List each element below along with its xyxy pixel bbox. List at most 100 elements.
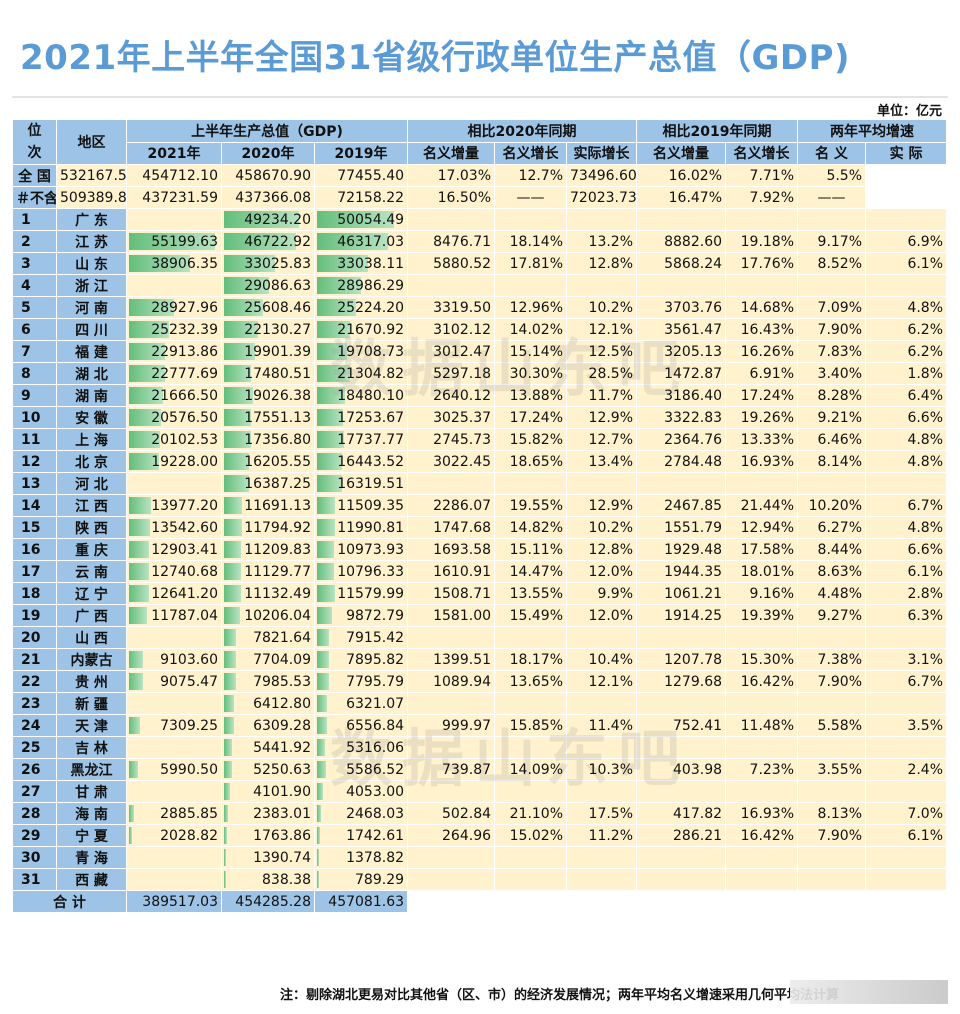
avg-real-value: 6.2%: [907, 321, 944, 338]
nominal-increase-2020-value: 77455.40: [337, 167, 405, 184]
gdp-2020-value: 454712.10: [142, 167, 218, 184]
gdp-2020-value: 29086.63: [244, 277, 311, 294]
nominal-growth-2020-value: 17.81%: [509, 255, 564, 272]
data-bar: [317, 453, 343, 470]
data-bar: [129, 761, 139, 778]
avg-real-value: 6.1%: [907, 827, 944, 844]
real-growth-2020-cell: 12.8%: [566, 252, 638, 275]
avg-real-cell: 6.1%: [865, 824, 948, 847]
gdp-2019-cell: 10973.93: [313, 538, 409, 561]
nominal-growth-2019-cell: [725, 780, 799, 803]
nominal-increase-2019-cell: 5868.24: [636, 252, 727, 275]
avg-real-cell: [865, 780, 948, 803]
gdp-2021-value: 532167.50: [60, 167, 127, 184]
nominal-growth-2019-cell: [725, 846, 799, 869]
gdp-2019-cell: 11579.99: [313, 582, 409, 605]
real-growth-2020-cell: 12.0%: [566, 604, 638, 627]
gdp-2020-value: 19901.39: [244, 343, 311, 360]
gdp-2021-cell: 13542.60: [126, 516, 222, 539]
gdp-2021-cell: 11787.04: [126, 604, 222, 627]
table-row: 16 重 庆 12903.41 11209.83 10973.93 1693.58 15.1…: [12, 538, 948, 561]
nominal-growth-2019-cell: [725, 736, 799, 759]
avg-real-value: 6.9%: [907, 233, 944, 250]
total-label-cell: 合 计: [12, 890, 127, 913]
data-bar: [317, 849, 320, 866]
gdp-2021-value: 22777.69: [151, 365, 218, 382]
gdp-2021-cell: 2885.85: [126, 802, 222, 825]
nominal-increase-2019-cell: 2467.85: [636, 494, 727, 517]
nominal-growth-2020-cell: [494, 868, 568, 891]
region-cell: 贵 州: [56, 670, 127, 693]
gdp-2021-cell: [126, 692, 222, 715]
nominal-increase-2019-cell: 1279.68: [636, 670, 727, 693]
gdp-2021-value: 20576.50: [151, 409, 218, 426]
region-cell: 青 海: [56, 846, 127, 869]
data-bar: [317, 563, 334, 580]
rank-cell: 19: [12, 604, 57, 627]
nominal-growth-2019-cell: 21.44%: [725, 494, 799, 517]
nominal-growth-2020-cell: 12.96%: [494, 296, 568, 319]
region-value: 广 西: [75, 608, 108, 625]
nominal-growth-2019-cell: 18.01%: [725, 560, 799, 583]
nominal-increase-2020-value: 3012.47: [433, 343, 492, 360]
nominal-increase-2020-cell: 1508.71: [407, 582, 496, 605]
nominal-growth-2019-cell: 16.02%: [636, 164, 727, 187]
avg-real-cell: ——: [797, 186, 867, 209]
data-bar: [224, 849, 227, 866]
nominal-increase-2019-value: 2364.76: [664, 431, 723, 448]
gdp-2019-cell: 9872.79: [313, 604, 409, 627]
gdp-2019-value: 11579.99: [337, 585, 405, 602]
rank-cell: 17: [12, 560, 57, 583]
real-growth-2020-cell: [566, 472, 638, 495]
nominal-increase-2019-cell: 3703.76: [636, 296, 727, 319]
data-bar: [224, 541, 242, 558]
avg-nominal-value: 6.27%: [817, 519, 863, 536]
gdp-2020-value: 5441.92: [253, 739, 311, 756]
gdp-2019-value: 5316.06: [346, 739, 405, 756]
avg-real-cell: 6.3%: [865, 604, 948, 627]
nominal-growth-2019-value: 19.26%: [740, 409, 795, 426]
data-bar: [129, 519, 151, 536]
avg-real-cell: [865, 846, 948, 869]
nominal-increase-2019-value: 1061.21: [664, 585, 723, 602]
gdp-2019-cell: 25224.20: [313, 296, 409, 319]
gdp-2021-value: 2028.82: [160, 827, 218, 844]
rank-value: 12: [21, 453, 41, 470]
nominal-increase-2020-value: 2640.12: [433, 387, 492, 404]
avg-nominal-cell: 7.83%: [797, 340, 867, 363]
real-growth-2020-value: 12.0%: [588, 607, 634, 624]
gdp-2019-value: 5586.52: [346, 761, 405, 778]
avg-real-cell: 5.5%: [797, 164, 867, 187]
nominal-increase-2020-value: 1508.71: [433, 585, 492, 602]
data-bar: [129, 409, 162, 426]
gdp-2020-value: 46722.92: [244, 233, 311, 250]
nominal-increase-2019-value: 1472.87: [664, 365, 723, 382]
rank-value: 28: [21, 805, 41, 822]
gdp-2019-cell: 2468.03: [313, 802, 409, 825]
gdp-2020-value: 17480.51: [244, 365, 311, 382]
nominal-growth-2020-value: 15.14%: [509, 343, 564, 360]
gdp-2019-cell: 10796.33: [313, 560, 409, 583]
gdp-2019-value: 21304.82: [337, 365, 405, 382]
gdp-2020-cell: 29086.63: [221, 274, 315, 297]
gdp-2021-value: 5990.50: [160, 761, 218, 778]
nominal-increase-2020-cell: 1089.94: [407, 670, 496, 693]
gdp-2019-cell: 19708.73: [313, 340, 409, 363]
gdp-2019-cell: 5586.52: [313, 758, 409, 781]
nominal-growth-2020-cell: 15.85%: [494, 714, 568, 737]
footnote: 注：剔除湖北更易对比其他省（区、市）的经济发展情况；两年平均名义增速采用几何平均…: [280, 988, 840, 1003]
avg-nominal-value: 8.13%: [817, 805, 863, 822]
avg-real-value: 2.8%: [907, 585, 944, 602]
real-growth-2020-cell: ——: [494, 186, 568, 209]
region-value: 浙 江: [75, 278, 108, 295]
avg-nominal-value: 8.63%: [817, 563, 863, 580]
table-row: 25 吉 林 5441.92 5316.06: [12, 736, 948, 759]
nominal-growth-2020-value: 15.85%: [509, 717, 564, 734]
gdp-2019-cell: 1742.61: [313, 824, 409, 847]
nominal-growth-2019-cell: 19.39%: [725, 604, 799, 627]
avg-nominal-cell: 9.17%: [797, 230, 867, 253]
real-growth-2020-cell: 12.9%: [566, 406, 638, 429]
rank-cell: 28: [12, 802, 57, 825]
nominal-increase-2020-value: 2286.07: [433, 497, 492, 514]
avg-nominal-cell: 8.52%: [797, 252, 867, 275]
